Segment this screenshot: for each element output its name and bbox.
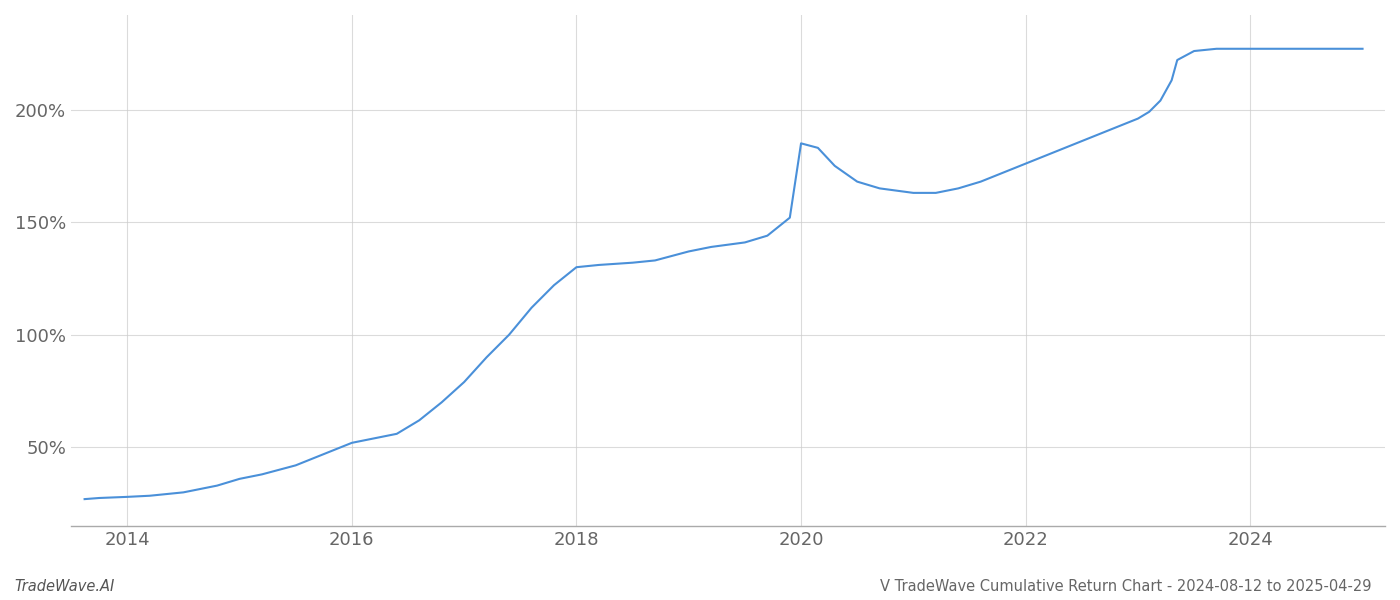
Text: V TradeWave Cumulative Return Chart - 2024-08-12 to 2025-04-29: V TradeWave Cumulative Return Chart - 20… bbox=[881, 579, 1372, 594]
Text: TradeWave.AI: TradeWave.AI bbox=[14, 579, 115, 594]
